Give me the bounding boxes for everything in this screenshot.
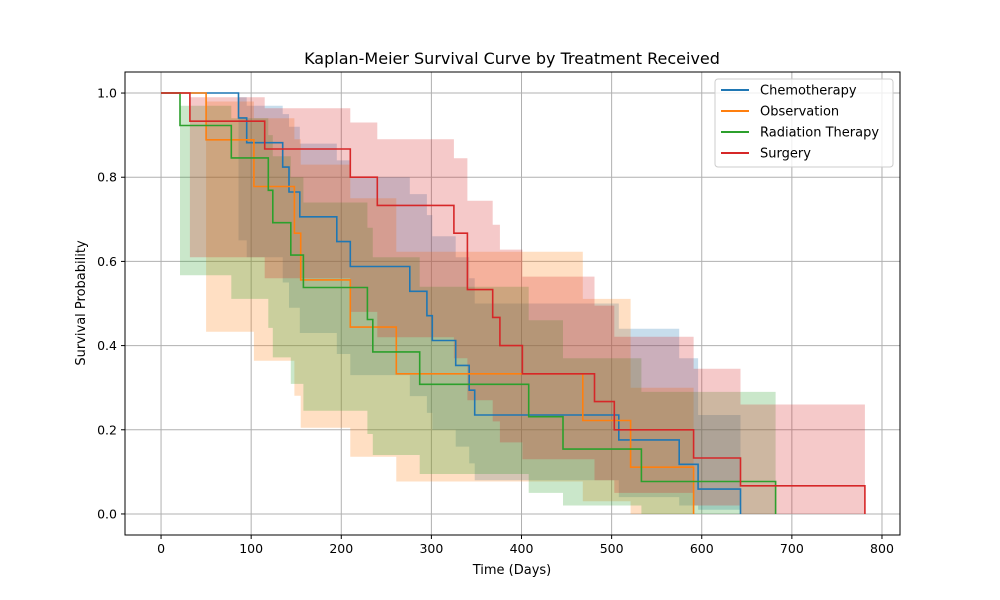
y-tick-label: 0.4: [97, 338, 117, 353]
legend-label-chemotherapy: Chemotherapy: [760, 84, 857, 99]
y-tick-label: 0.2: [97, 422, 117, 437]
x-tick-label: 300: [419, 541, 443, 556]
x-tick-label: 700: [780, 541, 804, 556]
x-tick-label: 800: [870, 541, 894, 556]
y-tick-label: 0.8: [97, 170, 117, 185]
ci-band-radiation-therapy: [161, 93, 776, 514]
ci-band-surgery: [161, 93, 865, 514]
y-axis-label: Survival Probability: [74, 240, 89, 366]
ci-band-chemotherapy: [161, 93, 741, 510]
y-tick-label: 0.0: [97, 506, 117, 521]
x-tick-label: 0: [157, 541, 165, 556]
y-tick-label: 1.0: [97, 86, 117, 101]
legend-label-surgery: Surgery: [760, 147, 811, 162]
y-axis-ticks: 0.0 0.2 0.4 0.6 0.8 1.0: [97, 86, 125, 521]
survival-line-radiation-therapy: [161, 92, 777, 514]
x-tick-label: 500: [600, 541, 624, 556]
survival-lines: [161, 92, 866, 514]
legend: Chemotherapy Observation Radiation Therapy…: [714, 78, 894, 168]
grid: [125, 72, 900, 535]
y-tick-label: 0.6: [97, 254, 117, 269]
x-tick-label: 200: [329, 541, 353, 556]
survival-line-chemotherapy: [161, 92, 742, 514]
x-tick-label: 400: [510, 541, 534, 556]
legend-box: [714, 78, 894, 168]
x-axis-label: Time (Days): [472, 563, 552, 578]
x-tick-label: 100: [239, 541, 263, 556]
legend-label-observation: Observation: [760, 105, 839, 120]
x-tick-label: 600: [690, 541, 714, 556]
x-axis-ticks: 0 100 200 300 400 500 600 700 800: [157, 535, 894, 556]
plot-frame: [124, 71, 901, 536]
chart-title: Kaplan-Meier Survival Curve by Treatment…: [304, 49, 720, 68]
survival-line-surgery: [161, 92, 866, 514]
legend-label-radiation-therapy: Radiation Therapy: [760, 126, 879, 141]
survival-line-observation: [161, 92, 695, 514]
